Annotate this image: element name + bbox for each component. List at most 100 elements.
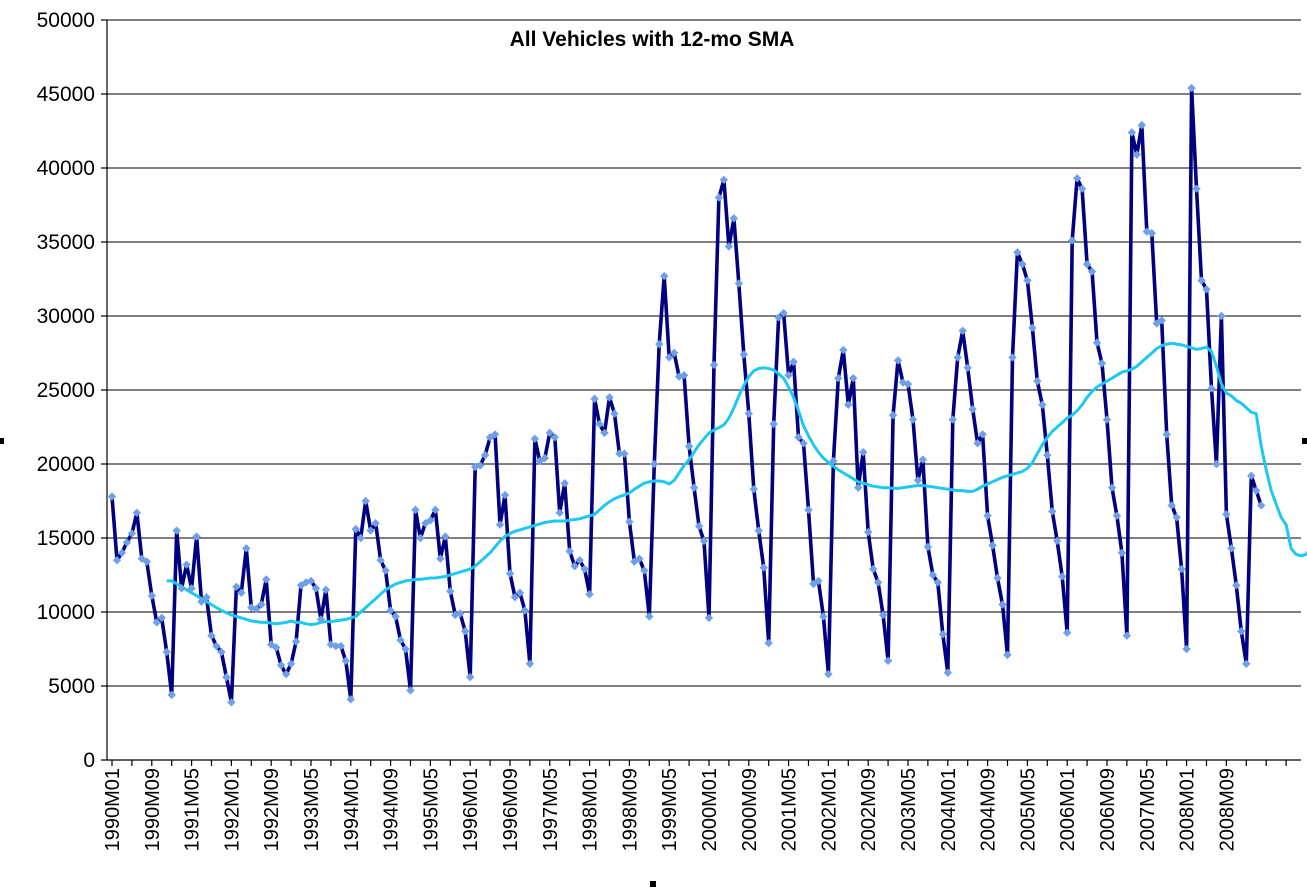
data-point: [1003, 650, 1012, 660]
data-point: [868, 564, 878, 574]
data-point: [859, 447, 868, 457]
data-point: [893, 356, 903, 365]
data-point: [1097, 359, 1107, 368]
y-tick-label: 30000: [37, 305, 95, 328]
data-point: [286, 659, 296, 668]
data-point: [839, 345, 848, 355]
data-point: [635, 554, 644, 563]
data-point: [465, 672, 475, 682]
data-point: [436, 554, 445, 563]
data-point: [1142, 227, 1151, 236]
x-axis-ticks: 1990M01 1990M09 1991M05 1992M01 1992M09 1993M…: [102, 760, 1287, 851]
data-point: [1043, 450, 1052, 460]
data-point: [1157, 316, 1166, 325]
data-point: [396, 635, 405, 645]
data-point: [660, 271, 669, 281]
data-point: [326, 640, 336, 649]
data-point: [1067, 236, 1077, 245]
data-point: [276, 661, 286, 670]
data-point: [1167, 501, 1176, 510]
data-point: [321, 585, 331, 594]
data-point: [1038, 400, 1047, 409]
data-point: [301, 578, 311, 587]
data-point: [615, 449, 624, 458]
data-point: [1018, 260, 1027, 269]
x-tick-label: 1990M09: [142, 768, 164, 851]
data-point: [1058, 572, 1067, 581]
x-tick-label: 1992M01: [221, 768, 243, 851]
data-point: [749, 484, 758, 494]
data-point: [814, 576, 823, 586]
data-point: [446, 587, 455, 596]
y-tick-label: 0: [83, 749, 95, 772]
x-tick-label: 2004M09: [978, 768, 1000, 851]
data-point: [759, 563, 768, 572]
x-tick-label: 2002M09: [858, 768, 880, 851]
data-point: [610, 409, 619, 418]
data-point: [998, 600, 1007, 609]
y-tick-label: 40000: [37, 157, 95, 180]
data-point: [849, 373, 858, 383]
data-point: [1062, 628, 1072, 637]
data-point: [212, 641, 221, 651]
data-point: [291, 637, 301, 646]
data-point: [421, 519, 430, 528]
data-point: [1257, 501, 1266, 510]
data-point: [172, 526, 181, 535]
edge-mark-right: [1302, 438, 1307, 444]
data-point: [764, 638, 773, 648]
edge-mark-left: [0, 438, 4, 444]
data-point: [898, 378, 908, 387]
data-point: [1202, 285, 1211, 294]
data-point: [1227, 544, 1236, 553]
y-tick-label: 5000: [48, 675, 95, 698]
x-tick-label: 2000M01: [699, 768, 721, 851]
data-point: [1112, 511, 1122, 520]
data-point: [605, 393, 614, 402]
y-tick-label: 10000: [37, 601, 95, 624]
data-point: [1107, 483, 1117, 492]
data-point: [1137, 120, 1147, 130]
data-point: [1172, 513, 1181, 522]
data-point: [441, 532, 450, 541]
data-point: [1242, 659, 1251, 668]
data-point: [923, 542, 933, 552]
x-tick-label: 2004M01: [938, 768, 960, 851]
data-point: [227, 698, 236, 707]
data-point: [500, 490, 510, 500]
data-point: [1162, 430, 1171, 439]
data-point: [873, 578, 883, 587]
data-point: [575, 556, 584, 565]
data-point: [207, 631, 216, 640]
data-point: [122, 538, 132, 547]
data-point: [958, 326, 967, 335]
data-point: [1182, 644, 1191, 654]
data-point: [913, 476, 923, 485]
data-point: [495, 520, 505, 529]
data-point: [1028, 323, 1037, 333]
data-point: [819, 612, 828, 621]
x-tick-label: 2005M05: [1017, 768, 1039, 851]
data-point: [580, 564, 589, 574]
data-point: [356, 533, 365, 543]
x-tick-label: 1994M01: [341, 768, 363, 851]
data-point: [480, 450, 490, 460]
data-point: [963, 363, 972, 372]
data-point: [137, 554, 147, 563]
data-point: [257, 600, 266, 609]
data-point: [784, 371, 793, 380]
data-point: [600, 428, 609, 438]
x-tick-label: 2007M05: [1137, 768, 1159, 851]
data-point: [535, 456, 545, 466]
data-point: [222, 672, 231, 682]
data-point: [595, 419, 604, 429]
data-point: [704, 613, 714, 623]
data-point: [1008, 353, 1017, 362]
data-point: [1053, 536, 1062, 546]
data-point: [844, 400, 853, 409]
data-point: [565, 547, 574, 556]
y-axis-ticks: 0 5000 10000 15000 20000 25000 30000 35000 40000…: [37, 9, 107, 772]
data-point: [1127, 128, 1137, 137]
data-point: [664, 353, 674, 362]
